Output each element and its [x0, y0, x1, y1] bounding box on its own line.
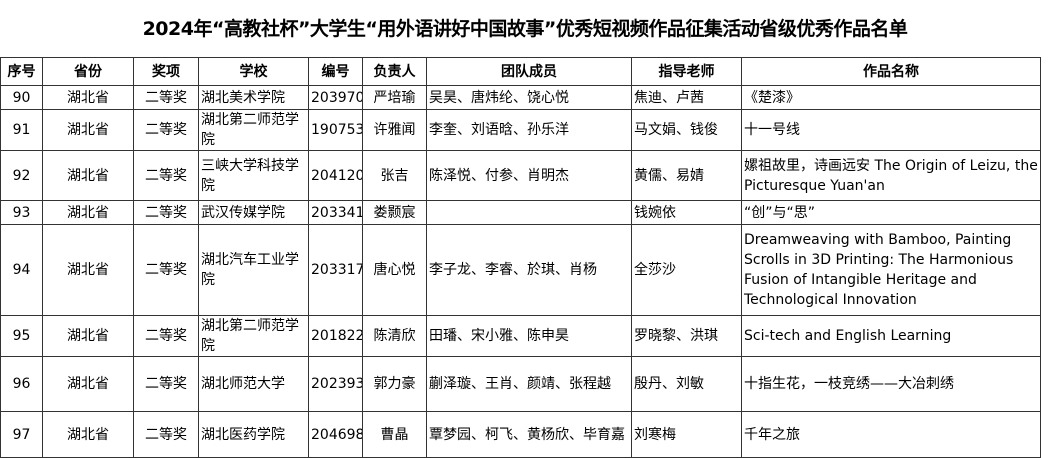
- header-members: 团队成员: [426, 57, 632, 86]
- table-row: 95 湖北省 二等奖 湖北第二师范学院 201822 陈清欣 田璠、宋小雅、陈申昊 罗晓黎、洪…: [0, 315, 1041, 357]
- cell-school: 湖北医药学院: [198, 411, 309, 458]
- header-award: 奖项: [133, 57, 199, 86]
- cell-province: 湖北省: [42, 150, 134, 201]
- cell-province: 湖北省: [42, 356, 134, 412]
- cell-id: 203970: [308, 85, 363, 110]
- cell-work-title: 千年之旅: [741, 411, 1041, 458]
- cell-seq: 95: [0, 315, 43, 357]
- cell-leader: 陈清欣: [362, 315, 427, 357]
- header-advisor: 指导老师: [631, 57, 742, 86]
- cell-advisor: 全莎沙: [631, 224, 742, 316]
- header-id: 编号: [308, 57, 363, 86]
- cell-school: 湖北第二师范学院: [198, 315, 309, 357]
- cell-seq: 92: [0, 150, 43, 201]
- cell-work-title: 十一号线: [741, 109, 1041, 151]
- cell-work-title: Sci-tech and English Learning: [741, 315, 1041, 357]
- cell-members: 田璠、宋小雅、陈申昊: [426, 315, 632, 357]
- cell-id: 190753: [308, 109, 363, 151]
- cell-members: 李子龙、李睿、於琪、肖杨: [426, 224, 632, 316]
- cell-members: [426, 200, 632, 225]
- cell-award: 二等奖: [133, 315, 199, 357]
- cell-award: 二等奖: [133, 109, 199, 151]
- cell-members: 吴昊、唐炜纶、饶心悦: [426, 85, 632, 110]
- cell-leader: 许雅闻: [362, 109, 427, 151]
- cell-seq: 97: [0, 411, 43, 458]
- cell-award: 二等奖: [133, 150, 199, 201]
- cell-work-title: Dreamweaving with Bamboo, Painting Scrol…: [741, 224, 1041, 316]
- table-row: 90 湖北省 二等奖 湖北美术学院 203970 严培瑜 吴昊、唐炜纶、饶心悦 焦迪、卢茜 《楚…: [0, 85, 1041, 110]
- table-row: 93 湖北省 二等奖 武汉传媒学院 203341 娄颢宸 钱婉依 “创”与“思”: [0, 200, 1041, 225]
- table-row: 96 湖北省 二等奖 湖北师范大学 202393 郭力豪 蒯泽璇、王肖、颜靖、张程越 殷丹、刘…: [0, 356, 1041, 412]
- cell-seq: 91: [0, 109, 43, 151]
- awards-table: 序号 省份 奖项 学校 编号 负责人 团队成员 指导老师 作品名称 90 湖北省 二等奖 湖北美术学院…: [0, 57, 1041, 458]
- cell-members: 陈泽悦、付参、肖明杰: [426, 150, 632, 201]
- cell-school: 湖北美术学院: [198, 85, 309, 110]
- table-row: 91 湖北省 二等奖 湖北第二师范学院 190753 许雅闻 李奎、刘语晗、孙乐洋 马文娟、钱…: [0, 109, 1041, 151]
- header-seq: 序号: [0, 57, 43, 86]
- cell-award: 二等奖: [133, 200, 199, 225]
- cell-leader: 唐心悦: [362, 224, 427, 316]
- cell-advisor: 马文娟、钱俊: [631, 109, 742, 151]
- cell-seq: 93: [0, 200, 43, 225]
- cell-work-title: 《楚漆》: [741, 85, 1041, 110]
- table-row: 94 湖北省 二等奖 湖北汽车工业学院 203317 唐心悦 李子龙、李睿、於琪、肖杨 全莎沙…: [0, 224, 1041, 316]
- cell-province: 湖北省: [42, 411, 134, 458]
- cell-members: 覃梦园、柯飞、黄杨欣、毕育嘉: [426, 411, 632, 458]
- cell-seq: 90: [0, 85, 43, 110]
- header-province: 省份: [42, 57, 134, 86]
- cell-school: 湖北汽车工业学院: [198, 224, 309, 316]
- cell-leader: 郭力豪: [362, 356, 427, 412]
- header-leader: 负责人: [362, 57, 427, 86]
- cell-advisor: 罗晓黎、洪琪: [631, 315, 742, 357]
- cell-work-title: “创”与“思”: [741, 200, 1041, 225]
- cell-advisor: 钱婉依: [631, 200, 742, 225]
- cell-leader: 娄颢宸: [362, 200, 427, 225]
- cell-province: 湖北省: [42, 315, 134, 357]
- cell-advisor: 刘寒梅: [631, 411, 742, 458]
- cell-award: 二等奖: [133, 85, 199, 110]
- table-header: 序号 省份 奖项 学校 编号 负责人 团队成员 指导老师 作品名称: [0, 57, 1041, 86]
- cell-school: 三峡大学科技学院: [198, 150, 309, 201]
- header-work-title: 作品名称: [741, 57, 1041, 86]
- cell-award: 二等奖: [133, 356, 199, 412]
- cell-seq: 94: [0, 224, 43, 316]
- cell-province: 湖北省: [42, 109, 134, 151]
- cell-leader: 张吉: [362, 150, 427, 201]
- cell-award: 二等奖: [133, 224, 199, 316]
- cell-id: 203341: [308, 200, 363, 225]
- cell-members: 蒯泽璇、王肖、颜靖、张程越: [426, 356, 632, 412]
- cell-id: 204698: [308, 411, 363, 458]
- cell-leader: 严培瑜: [362, 85, 427, 110]
- cell-work-title: 嫘祖故里，诗画远安 The Origin of Leizu, the Pictu…: [741, 150, 1041, 201]
- header-school: 学校: [198, 57, 309, 86]
- cell-school: 湖北师范大学: [198, 356, 309, 412]
- cell-work-title: 十指生花，一枝竞绣——大冶刺绣: [741, 356, 1041, 412]
- cell-members: 李奎、刘语晗、孙乐洋: [426, 109, 632, 151]
- cell-province: 湖北省: [42, 200, 134, 225]
- table-row: 97 湖北省 二等奖 湖北医药学院 204698 曹晶 覃梦园、柯飞、黄杨欣、毕育嘉 刘寒梅千…: [0, 411, 1041, 458]
- page-title: 2024年“高教社杯”大学生“用外语讲好中国故事”优秀短视频作品征集活动省级优秀…: [142, 18, 908, 40]
- cell-id: 201822: [308, 315, 363, 357]
- cell-seq: 96: [0, 356, 43, 412]
- cell-province: 湖北省: [42, 224, 134, 316]
- cell-province: 湖北省: [42, 85, 134, 110]
- cell-school: 武汉传媒学院: [198, 200, 309, 225]
- cell-id: 202393: [308, 356, 363, 412]
- cell-leader: 曹晶: [362, 411, 427, 458]
- cell-advisor: 焦迪、卢茜: [631, 85, 742, 110]
- cell-advisor: 黄儒、易婧: [631, 150, 742, 201]
- cell-id: 203317: [308, 224, 363, 316]
- table-row: 92 湖北省 二等奖 三峡大学科技学院 204120 张吉 陈泽悦、付参、肖明杰 黄儒、易婧嫘…: [0, 150, 1041, 201]
- cell-advisor: 殷丹、刘敏: [631, 356, 742, 412]
- cell-school: 湖北第二师范学院: [198, 109, 309, 151]
- cell-id: 204120: [308, 150, 363, 201]
- cell-award: 二等奖: [133, 411, 199, 458]
